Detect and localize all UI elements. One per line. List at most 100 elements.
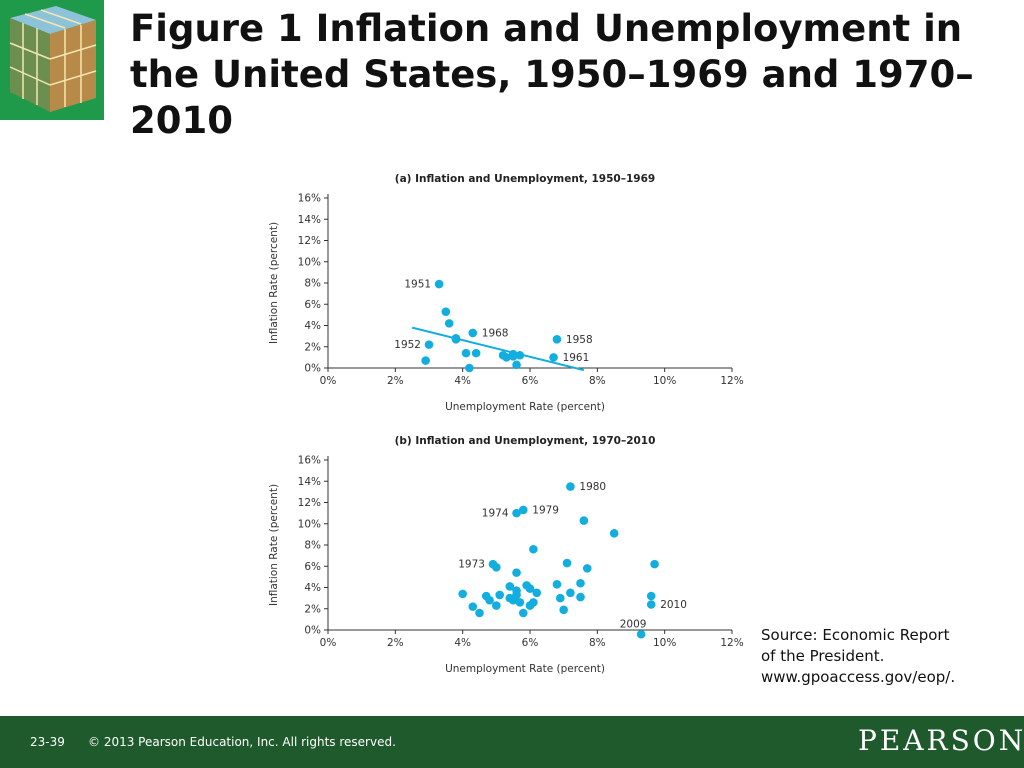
data-point	[492, 601, 501, 610]
y-tick-label: 12%	[298, 235, 321, 247]
x-tick-label: 6%	[522, 375, 539, 387]
data-point	[566, 588, 575, 598]
data-point-label: 1980	[579, 481, 606, 493]
data-point	[529, 598, 538, 607]
data-point	[582, 564, 592, 573]
data-point	[451, 335, 461, 344]
y-tick-label: 14%	[298, 476, 321, 488]
data-point	[495, 590, 504, 600]
data-point	[515, 598, 525, 607]
footer-bar: 23-39 © 2013 Pearson Education, Inc. All…	[0, 716, 1024, 768]
x-axis-label: Unemployment Rate (percent)	[445, 663, 605, 675]
x-tick-label: 8%	[589, 375, 606, 387]
y-tick-label: 0%	[304, 625, 321, 637]
slide-title: Figure 1 Inflation and Unemployment in t…	[130, 7, 974, 142]
data-point	[434, 279, 444, 289]
data-point-label: 1952	[394, 339, 421, 351]
data-point	[559, 605, 568, 615]
data-point	[444, 319, 454, 328]
slide-number: 23-39	[30, 735, 65, 749]
pearson-logo: PEARSON	[858, 724, 1024, 757]
chart-title: (b) Inflation and Unemployment, 1970–201…	[395, 435, 656, 447]
data-point	[518, 505, 528, 515]
data-point	[461, 348, 471, 358]
data-point-label: 1958	[566, 334, 593, 346]
data-point	[646, 600, 656, 609]
data-point-label: 1968	[482, 327, 509, 339]
y-tick-label: 16%	[298, 455, 321, 467]
data-point	[579, 516, 589, 525]
data-point-label: 1974	[482, 508, 509, 520]
data-point	[508, 352, 518, 361]
chart-inflation-unemployment-1970-2010: (b) Inflation and Unemployment, 1970–201…	[260, 428, 760, 688]
data-point	[525, 584, 535, 593]
data-point	[468, 328, 478, 338]
y-tick-label: 6%	[304, 299, 321, 311]
data-point	[518, 608, 528, 618]
data-point	[532, 588, 542, 598]
x-tick-label: 4%	[454, 375, 471, 387]
data-point-label: 1979	[532, 504, 559, 516]
y-tick-label: 8%	[304, 278, 321, 290]
data-point	[468, 602, 478, 611]
data-point	[458, 589, 467, 599]
data-point	[485, 595, 494, 605]
x-tick-label: 6%	[522, 637, 539, 649]
source-note: Source: Economic Report of the President…	[761, 625, 1011, 688]
data-point-label: 1961	[563, 352, 590, 364]
data-point	[552, 580, 562, 589]
trend-line	[411, 326, 585, 372]
data-point-label: 2010	[660, 599, 687, 611]
cube-logo	[0, 0, 104, 120]
chart-svg: (b) Inflation and Unemployment, 1970–201…	[268, 435, 744, 675]
y-tick-label: 4%	[304, 320, 321, 332]
data-point	[441, 307, 451, 316]
x-tick-label: 0%	[320, 637, 337, 649]
data-point	[475, 608, 484, 618]
data-point	[556, 593, 565, 603]
data-point	[609, 529, 619, 538]
y-axis-label: Inflation Rate (percent)	[268, 222, 280, 344]
source-line-1: Source: Economic Report	[761, 626, 950, 644]
x-tick-label: 12%	[720, 637, 743, 649]
data-point	[636, 629, 646, 639]
data-point	[566, 482, 575, 491]
data-point	[512, 508, 521, 518]
y-tick-label: 2%	[304, 603, 321, 615]
data-point	[505, 582, 515, 591]
data-point	[552, 335, 562, 344]
chart-title: (a) Inflation and Unemployment, 1950–196…	[395, 173, 655, 185]
y-tick-label: 4%	[304, 582, 321, 594]
data-point	[549, 353, 558, 362]
x-tick-label: 2%	[387, 637, 404, 649]
data-point-label: 1951	[404, 279, 431, 291]
y-tick-label: 8%	[304, 540, 321, 552]
data-point	[424, 340, 434, 349]
y-axis-label: Inflation Rate (percent)	[268, 484, 280, 606]
data-point	[471, 348, 481, 358]
x-axis-label: Unemployment Rate (percent)	[445, 401, 605, 413]
y-tick-label: 12%	[298, 497, 321, 509]
data-point-label: 2009	[620, 618, 647, 630]
y-tick-label: 10%	[298, 518, 321, 530]
data-point	[562, 558, 572, 568]
data-point	[465, 363, 474, 373]
data-point	[646, 591, 656, 601]
y-tick-label: 10%	[298, 256, 321, 268]
y-tick-label: 16%	[298, 193, 321, 205]
data-point	[512, 360, 521, 370]
data-point	[529, 544, 538, 554]
data-point	[508, 595, 518, 605]
cube-logo-graphic	[0, 0, 104, 120]
data-point-label: 1973	[458, 559, 485, 571]
data-point	[421, 356, 430, 365]
x-tick-label: 8%	[589, 637, 606, 649]
chart-svg: (a) Inflation and Unemployment, 1950–196…	[268, 173, 744, 413]
data-point	[512, 568, 521, 577]
y-tick-label: 14%	[298, 214, 321, 226]
source-line-2: of the President.	[761, 647, 885, 665]
data-point	[576, 578, 585, 588]
x-tick-label: 10%	[653, 637, 676, 649]
x-tick-label: 10%	[653, 375, 676, 387]
y-tick-label: 0%	[304, 363, 321, 375]
